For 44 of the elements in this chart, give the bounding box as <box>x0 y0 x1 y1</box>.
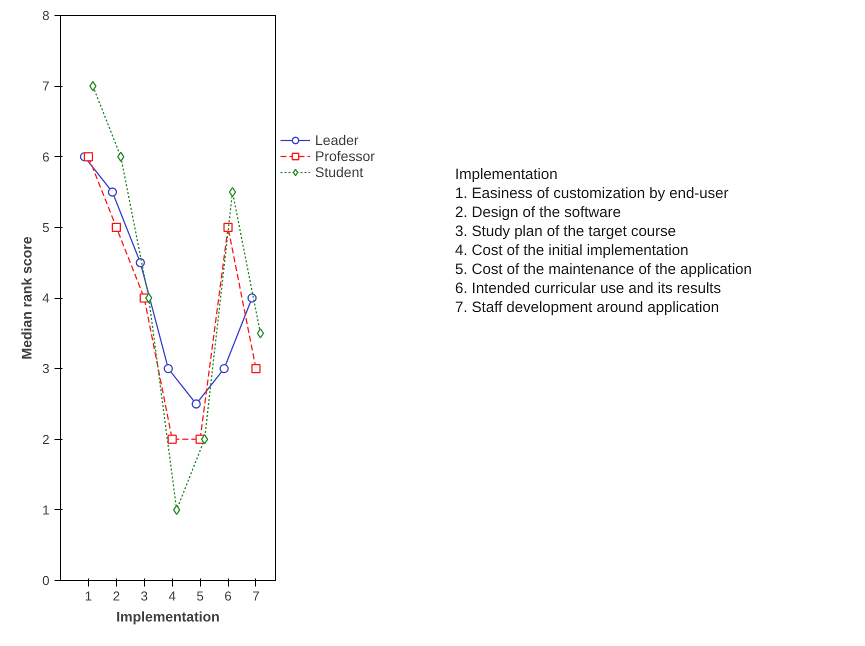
annotation: 3. Study plan of the target course <box>455 222 677 241</box>
point <box>168 434 177 444</box>
x-tick-label: 6 <box>224 588 232 604</box>
y-tick-label: 1 <box>42 502 50 518</box>
x-axis-title: Implementation <box>116 608 220 624</box>
point <box>223 222 233 232</box>
point <box>219 364 229 374</box>
annotation: 5. Cost of the maintenance of the application <box>455 260 752 279</box>
point <box>117 152 124 162</box>
legend-label: Professor <box>315 148 375 164</box>
x-tick-label: 4 <box>168 588 176 604</box>
x-tick-label: 2 <box>112 588 120 604</box>
x-tick-label: 5 <box>196 588 204 604</box>
point <box>228 186 236 198</box>
point <box>136 258 146 268</box>
point <box>164 364 173 374</box>
y-tick-label: 7 <box>42 78 50 94</box>
y-axis-title: Median rank score <box>18 236 34 360</box>
y-tick-label: 0 <box>42 573 50 588</box>
x-tick-label: 7 <box>252 588 260 604</box>
x-tick-label: 3 <box>140 588 148 604</box>
annotation: 2. Design of the software <box>455 203 622 222</box>
point <box>112 222 121 232</box>
y-tick-label: 4 <box>42 290 50 306</box>
annotation: 7. Staff development around application <box>455 298 720 317</box>
y-tick-label: 5 <box>42 220 50 235</box>
point <box>200 434 208 444</box>
annotation: 1. Easiness of customization by end-user <box>455 184 730 203</box>
point <box>256 328 264 338</box>
annotation: Implementation <box>455 165 559 184</box>
point <box>108 187 118 197</box>
y-tick-label: 3 <box>42 361 50 376</box>
legend-label: Student <box>315 164 364 180</box>
legend-label: Leader <box>315 132 359 148</box>
point <box>192 399 201 409</box>
point <box>89 80 97 92</box>
point <box>84 152 94 162</box>
x-tick-label: 1 <box>84 588 92 604</box>
annotation: 6. Intended curricular use and its results <box>455 279 722 298</box>
y-tick-label: 2 <box>42 432 50 447</box>
annotation: 4. Cost of the initial implementation <box>455 241 690 260</box>
y-tick-label: 8 <box>42 8 50 23</box>
y-tick-label: 6 <box>42 149 50 164</box>
point <box>251 364 261 374</box>
